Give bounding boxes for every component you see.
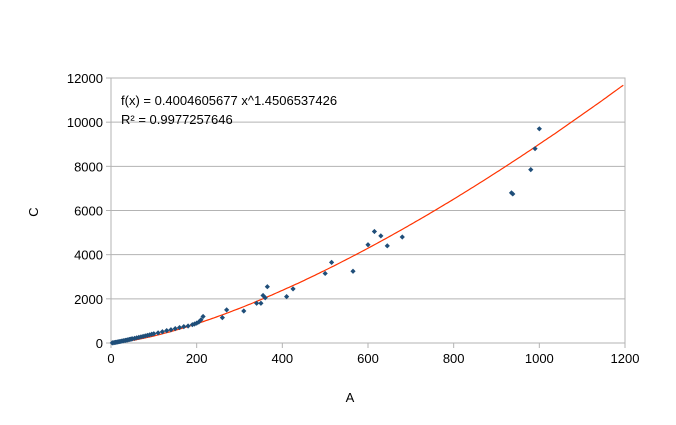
- x-tick-label: 1000: [525, 351, 554, 366]
- data-point: [399, 234, 405, 240]
- y-tick-label: 0: [96, 336, 103, 351]
- data-point: [260, 292, 266, 299]
- data-point: [264, 284, 270, 290]
- data-points: [109, 126, 542, 346]
- data-point: [365, 242, 371, 248]
- x-axis-label: A: [346, 390, 355, 405]
- data-point: [219, 315, 225, 321]
- y-tick-label: 6000: [74, 204, 103, 219]
- data-point: [371, 228, 378, 235]
- data-point: [200, 313, 206, 320]
- data-point: [159, 329, 165, 335]
- data-point: [350, 268, 356, 274]
- data-point: [144, 332, 151, 338]
- data-point: [185, 323, 191, 329]
- data-point: [172, 326, 178, 332]
- x-tick-label: 200: [186, 351, 208, 366]
- y-tick-label: 12000: [67, 71, 103, 86]
- data-point: [136, 334, 142, 340]
- data-point: [191, 321, 198, 327]
- data-point: [181, 324, 187, 330]
- x-tick-label: 800: [443, 351, 465, 366]
- x-tick-label: 600: [357, 351, 379, 366]
- y-axis-label: C: [26, 207, 41, 216]
- data-point: [262, 295, 268, 301]
- data-point: [328, 259, 335, 265]
- data-point: [378, 233, 384, 239]
- axis-ticks: 0 2000 4000 6000 8000 10000 12000 0 200 400 600 800…: [67, 71, 640, 366]
- data-point: [254, 300, 260, 306]
- trendline-equation: f(x) = 0.4004605677 x^1.4506537426: [121, 93, 337, 108]
- data-point: [532, 146, 538, 152]
- data-point: [536, 126, 542, 132]
- data-point: [198, 317, 204, 323]
- data-point: [290, 286, 296, 292]
- x-tick-label: 1200: [611, 351, 640, 366]
- y-tick-label: 2000: [74, 292, 103, 307]
- data-point: [528, 167, 534, 173]
- data-point: [168, 327, 174, 333]
- data-point: [196, 319, 202, 325]
- y-tick-label: 8000: [74, 159, 103, 174]
- data-point: [241, 308, 247, 314]
- data-point: [224, 307, 230, 313]
- y-tick-label: 4000: [74, 248, 103, 263]
- y-tick-label: 10000: [67, 115, 103, 130]
- data-point: [384, 243, 390, 249]
- data-point: [284, 294, 290, 300]
- data-point: [176, 324, 183, 331]
- data-point: [258, 300, 264, 306]
- data-point: [322, 270, 328, 277]
- data-point: [164, 328, 170, 334]
- x-tick-label: 400: [271, 351, 293, 366]
- data-point: [510, 191, 516, 197]
- x-tick-label: 0: [107, 351, 114, 366]
- data-point: [155, 330, 161, 336]
- data-point: [151, 331, 157, 337]
- r-squared-label: R² = 0.9977257646: [121, 112, 233, 127]
